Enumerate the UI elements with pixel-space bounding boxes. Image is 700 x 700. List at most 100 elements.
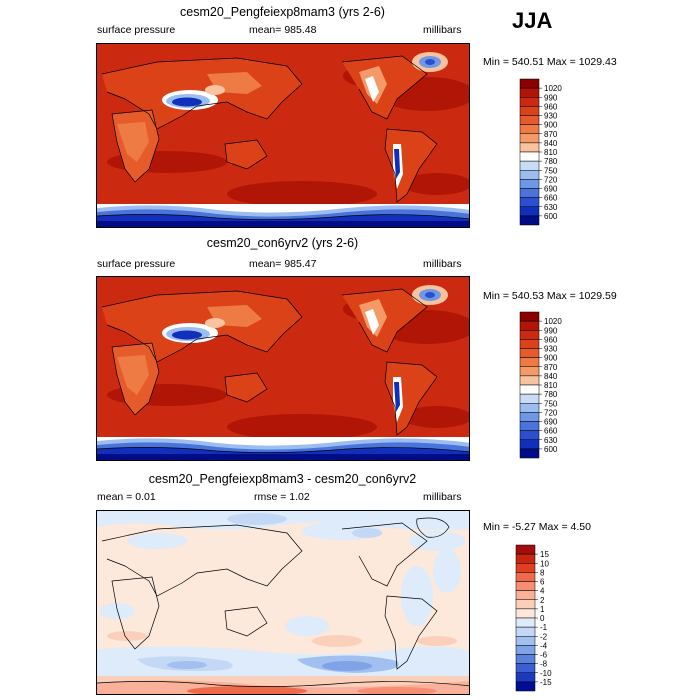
panel-3-colorbar-swatch	[515, 645, 536, 655]
panel-3-colorbar-tick-label: 2	[540, 596, 545, 605]
panel-3-colorbar-swatch	[515, 581, 536, 591]
panel-1-colorbar-tick-label: 960	[544, 102, 558, 111]
panel-1-colorbar-swatch	[519, 170, 540, 180]
panel-2-colorbar-tick-label: 780	[544, 390, 558, 399]
panel-2-colorbar-tick-label: 750	[544, 399, 558, 408]
panel-3-colorbar-tick-label: -2	[540, 632, 548, 641]
panel-2-colorbar-tick-label: 870	[544, 363, 558, 372]
panel-3-mean-label: mean = 0.01	[97, 491, 156, 503]
panel-3-colorbar-tick-label: 8	[540, 568, 545, 577]
panel-1-colorbar-swatch	[519, 179, 540, 189]
panel-2-colorbar-tick-label: 960	[544, 335, 558, 344]
panel-1-colorbar-tick-label: 870	[544, 130, 558, 139]
panel-3-colorbar-tick-label: -1	[540, 623, 548, 632]
panel-2-colorbar-swatch	[519, 357, 540, 368]
panel-2-units-label: millibars	[423, 258, 462, 270]
panel-3-colorbar-swatch	[515, 572, 536, 582]
panel-1-colorbar-tick-label: 780	[544, 157, 558, 166]
panel-2-colorbar-swatch	[519, 439, 540, 450]
panel-2-colorbar-swatch	[519, 348, 540, 358]
panel-3-colorbar-tick-label: -8	[540, 660, 548, 669]
panel-3-colorbar-swatch	[515, 599, 536, 610]
panel-1-variable-label: surface pressure	[97, 24, 176, 36]
panel-1-colorbar-tick-label: 1020	[544, 84, 562, 93]
panel-2-map	[96, 276, 470, 461]
panel-1-colorbar-tick-label: 660	[544, 194, 558, 203]
panel-2-colorbar-tick-label: 660	[544, 427, 558, 436]
panel-3-colorbar-swatch	[515, 681, 536, 692]
panel-3-map	[96, 510, 470, 695]
panel-1-colorbar-swatch	[519, 197, 540, 208]
panel-3-colorbar-tick-label: 1	[540, 605, 545, 614]
panel-3-rmse-label: rmse = 1.02	[254, 491, 310, 503]
panel-1-map	[96, 43, 470, 228]
panel-2-colorbar-svg: 1020990960930900870840810780750720690660…	[519, 311, 562, 459]
panel-2-colorbar-swatch	[519, 403, 540, 413]
panel-2-colorbar-tick-label: 900	[544, 354, 558, 363]
panel-1-colorbar: 1020 990 960 930 900 870 840 810 780 750 720 690 660…	[519, 78, 580, 227]
panel-2-colorbar-tick-label: 990	[544, 326, 558, 335]
panel-2-colorbar-swatch	[519, 330, 540, 340]
panel-2-colorbar-swatch	[519, 366, 540, 377]
panel-2-colorbar-tick-label: 600	[544, 445, 558, 454]
panel-3-title: cesm20_Pengfeiexp8mam3 - cesm20_con6yrv2	[148, 472, 417, 486]
panel-1-colorbar-swatch	[519, 87, 540, 98]
panel-1-colorbar-tick-label: 690	[544, 185, 558, 194]
panel-2-colorbar-tick-label: 690	[544, 418, 558, 427]
panel-1-colorbar-tick-label: 600	[544, 212, 558, 221]
panel-3-colorbar-swatch	[515, 590, 536, 601]
panel-2-colorbar-swatch	[519, 311, 540, 322]
panel-3-colorbar-swatch	[515, 544, 536, 555]
panel-3-map-plot	[97, 511, 469, 694]
panel-1-colorbar-swatch	[519, 188, 540, 198]
panel-2-colorbar-swatch	[519, 412, 540, 422]
panel-1-colorbar-tick-label: 810	[544, 148, 558, 157]
panel-2-colorbar-tick-label: 810	[544, 381, 558, 390]
panel-1-map-plot	[97, 44, 469, 227]
panel-1-colorbar-tick-label: 750	[544, 166, 558, 175]
panel-3-colorbar-swatch	[515, 563, 536, 573]
panel-2-colorbar-swatch	[519, 384, 540, 395]
panel-2-colorbar: 1020 990 960 930 900 870 840 810 780 750 720 690 660…	[519, 311, 580, 460]
panel-1-colorbar-tick-label: 630	[544, 203, 558, 212]
panel-3-colorbar-swatch	[515, 654, 536, 664]
panel-1-colorbar-swatch	[519, 142, 540, 153]
panel-1-colorbar-swatch	[519, 124, 540, 135]
panel-1-colorbar-swatch	[519, 215, 540, 226]
panel-2-colorbar-tick-label: 630	[544, 436, 558, 445]
panel-3-colorbar-tick-label: 4	[540, 587, 545, 596]
panel-2-colorbar-tick-label: 840	[544, 372, 558, 381]
panel-3-colorbar-swatch	[515, 626, 536, 637]
panel-3-units-label: millibars	[423, 491, 462, 503]
panel-3-colorbar-tick-label: -15	[540, 678, 552, 687]
panel-2-colorbar-swatch	[519, 320, 540, 331]
panel-3-colorbar-tick-label: 0	[540, 614, 545, 623]
panel-3-minmax-label: Min = -5.27 Max = 4.50	[483, 521, 591, 533]
panel-1-colorbar-tick-label: 840	[544, 139, 558, 148]
panel-3-colorbar-swatch	[515, 672, 536, 683]
panel-2-title: cesm20_con6yrv2 (yrs 2-6)	[206, 236, 359, 250]
panel-1-colorbar-swatch	[519, 115, 540, 125]
panel-2-colorbar-tick-label: 720	[544, 408, 558, 417]
panel-3-colorbar-tick-label: -4	[540, 641, 548, 650]
panel-2-colorbar-swatch	[519, 430, 540, 441]
panel-1-colorbar-swatch	[519, 151, 540, 162]
panel-1-colorbar-tick-label: 990	[544, 93, 558, 102]
panel-2-colorbar-swatch	[519, 375, 540, 386]
panel-2-colorbar-tick-label: 930	[544, 345, 558, 354]
panel-2-colorbar-swatch	[519, 393, 540, 404]
panel-3-colorbar-tick-label: 10	[540, 559, 549, 568]
panel-3-colorbar-swatch	[515, 663, 536, 674]
season-label: JJA	[512, 8, 553, 33]
panel-1-mean-label: mean= 985.48	[249, 24, 317, 36]
panel-1-colorbar-swatch	[519, 106, 540, 116]
panel-1-minmax-label: Min = 540.51 Max = 1029.43	[483, 56, 617, 68]
panel-3-colorbar-swatch	[515, 636, 536, 646]
panel-1-colorbar-swatch	[519, 206, 540, 217]
panel-1-colorbar-swatch	[519, 133, 540, 144]
panel-3-colorbar-swatch	[515, 608, 536, 619]
panel-3-colorbar-swatch	[515, 617, 536, 628]
panel-1-colorbar-tick-label: 900	[544, 121, 558, 130]
panel-1-colorbar-svg: 1020990960930900870840810780750720690660…	[519, 78, 562, 226]
